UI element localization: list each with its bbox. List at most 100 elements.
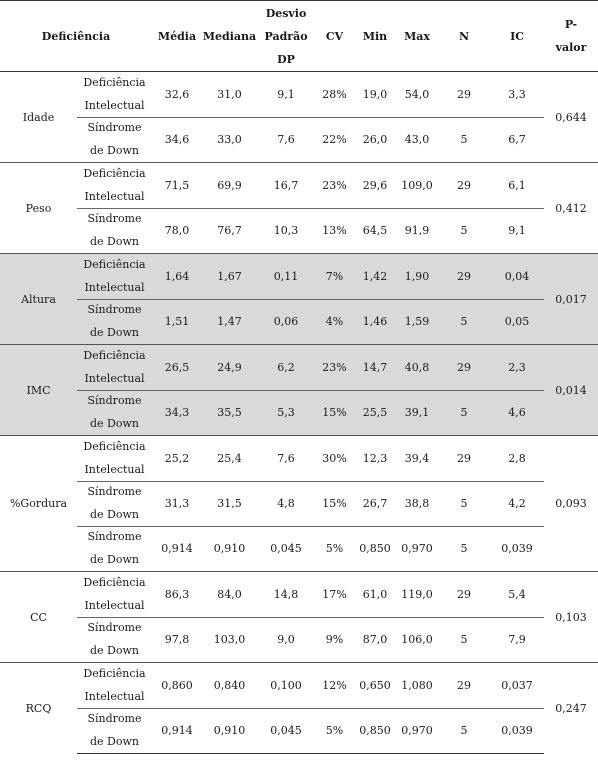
cell-n: 29 (438, 435, 491, 481)
cell-cv: 13% (315, 208, 354, 254)
group-label-line: Deficiência (83, 258, 146, 271)
group-label: Síndrome de Down (77, 708, 153, 754)
cell-min: 61,0 (354, 571, 397, 617)
cell-ic: 0,039 (490, 526, 544, 572)
table-row: Síndrome de Down 34,3 35,5 5,3 15% 25,5 39,1 5 4,… (0, 390, 598, 436)
cell-mediana: 31,0 (202, 71, 258, 117)
table-row: CC Deficiência Intelectual 86,3 84,0 14,8 17% 6… (0, 571, 598, 663)
cell-mediana: 35,5 (202, 390, 258, 436)
variable-label: IMC (0, 344, 77, 436)
group-label: Deficiência Intelectual (77, 253, 153, 299)
cell-max: 91,9 (396, 208, 438, 254)
variable-label: Peso (0, 162, 77, 254)
group-label: Síndrome de Down (77, 390, 153, 436)
group-label-line: Síndrome (87, 212, 142, 225)
cell-max: 43,0 (396, 117, 438, 163)
group-label-line: de Down (90, 552, 139, 566)
cell-dp: 16,7 (257, 162, 316, 208)
p-value: 0,014 (544, 344, 598, 436)
cell-media: 0,914 (152, 708, 203, 754)
group-label-line: Deficiência (83, 576, 146, 589)
cell-dp: 0,100 (257, 662, 316, 708)
cell-ic: 6,7 (490, 117, 544, 163)
group-label-line: Deficiência (83, 349, 146, 362)
variable-label: %Gordura (0, 435, 77, 572)
cell-ic: 5,4 (490, 571, 545, 617)
variable-label: RCQ (0, 662, 77, 754)
cell-cv: 4% (315, 299, 355, 345)
cell-ic: 2,3 (490, 344, 545, 390)
group-label-line: Deficiência (83, 440, 146, 453)
header-max: Max (396, 0, 439, 72)
group-label-line: Intelectual (84, 98, 145, 112)
group-label-line: Síndrome (87, 121, 142, 134)
cell-min: 0,850 (354, 526, 396, 572)
cell-mediana: 1,67 (202, 253, 258, 299)
group-label-line: Síndrome (87, 485, 142, 498)
cell-min: 29,6 (354, 162, 397, 208)
cell-cv: 15% (315, 390, 355, 436)
group-label: Síndrome de Down (77, 526, 152, 572)
cell-ic: 4,6 (490, 390, 545, 436)
group-label-line: Intelectual (84, 462, 145, 476)
group-label-line: Intelectual (84, 689, 145, 703)
cell-min: 14,7 (354, 344, 397, 390)
table-row: Síndrome de Down 31,3 31,5 4,8 15% 26,7 38,8 5 4,… (0, 481, 598, 526)
cell-cv: 17% (315, 571, 355, 617)
p-value: 0,644 (544, 71, 598, 163)
cell-ic: 3,3 (490, 71, 545, 117)
group-label-line: Síndrome (87, 621, 142, 634)
cell-min: 19,0 (354, 71, 397, 117)
cell-dp: 14,8 (257, 571, 316, 617)
cell-max: 1,080 (396, 662, 439, 708)
cell-cv: 5% (315, 526, 354, 572)
cell-media: 1,64 (152, 253, 203, 299)
cell-media: 34,3 (152, 390, 203, 436)
group-label: Deficiência Intelectual (77, 662, 153, 708)
table-row: IMC Deficiência Intelectual 26,5 24,9 6,2 23% 1… (0, 344, 598, 436)
cell-min: 64,5 (354, 208, 396, 254)
group-label: Síndrome de Down (77, 617, 152, 663)
group-label-line: Deficiência (83, 76, 146, 89)
header-desvio-line-1: Desvio (265, 6, 307, 20)
cell-cv: 12% (315, 662, 355, 708)
cell-n: 5 (438, 617, 490, 663)
header-n: N (438, 0, 491, 72)
cell-max: 40,8 (396, 344, 439, 390)
cell-media: 34,6 (152, 117, 202, 163)
group-label-line: de Down (90, 643, 139, 657)
cell-media: 0,860 (152, 662, 203, 708)
cell-mediana: 0,910 (202, 526, 257, 572)
cell-media: 1,51 (152, 299, 203, 345)
cell-dp: 10,3 (257, 208, 315, 254)
group-label-line: de Down (90, 325, 139, 339)
header-p-valor: P- valor (544, 0, 598, 72)
cell-min: 0,650 (354, 662, 397, 708)
group-label-line: de Down (90, 734, 139, 748)
group-label: Deficiência Intelectual (77, 344, 153, 390)
cell-media: 31,3 (152, 481, 202, 526)
cell-ic: 0,05 (490, 299, 545, 345)
cell-mediana: 69,9 (202, 162, 258, 208)
table-row: %Gordura Deficiência Intelectual 25,2 25,4 7,… (0, 435, 598, 572)
cell-media: 71,5 (152, 162, 203, 208)
header-media: Média (152, 0, 203, 72)
cell-dp: 0,06 (257, 299, 316, 345)
cell-dp: 0,045 (257, 708, 316, 754)
cell-dp: 6,2 (257, 344, 316, 390)
cell-n: 5 (438, 208, 490, 254)
cell-mediana: 1,47 (202, 299, 258, 345)
cell-mediana: 25,4 (202, 435, 258, 481)
table-row: RCQ Deficiência Intelectual 0,860 0,840 0,100… (0, 662, 598, 754)
cell-n: 5 (438, 299, 491, 345)
cell-mediana: 31,5 (202, 481, 257, 526)
cell-ic: 6,1 (490, 162, 545, 208)
header-desvio-padrao: Desvio Padrão DP (257, 0, 316, 72)
cell-ic: 4,2 (490, 481, 544, 526)
header-ic: IC (490, 0, 545, 72)
cell-ic: 0,037 (490, 662, 545, 708)
cell-dp: 7,6 (257, 117, 315, 163)
group-label-line: Intelectual (84, 371, 145, 385)
table-row: Síndrome de Down 0,914 0,910 0,045 5% 0,850 0,9… (0, 526, 598, 572)
header-row: Deficiência Média Mediana Desvio Padrão … (0, 0, 598, 72)
